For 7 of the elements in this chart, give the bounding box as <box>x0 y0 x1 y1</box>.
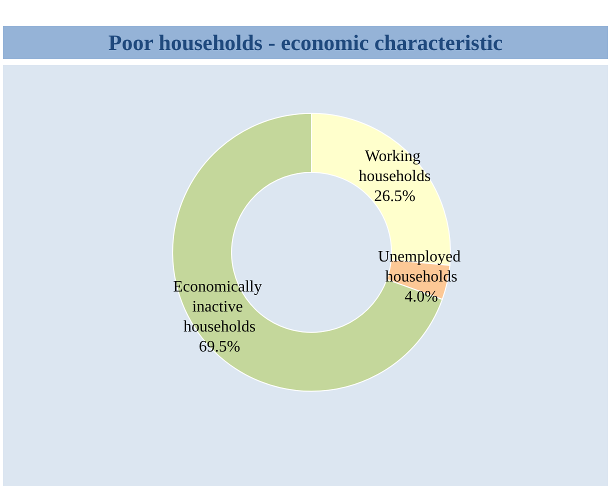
data-label: 69.5% <box>198 338 240 356</box>
slice-label: Unemployed households <box>378 248 465 286</box>
data-label: 4.0% <box>404 288 438 306</box>
data-label: 26.5% <box>374 188 416 206</box>
slice-label: Working households <box>358 148 431 186</box>
chart-title: Poor households - economic characteristic <box>3 26 608 59</box>
slice-label: Economically inactive households <box>173 278 266 336</box>
